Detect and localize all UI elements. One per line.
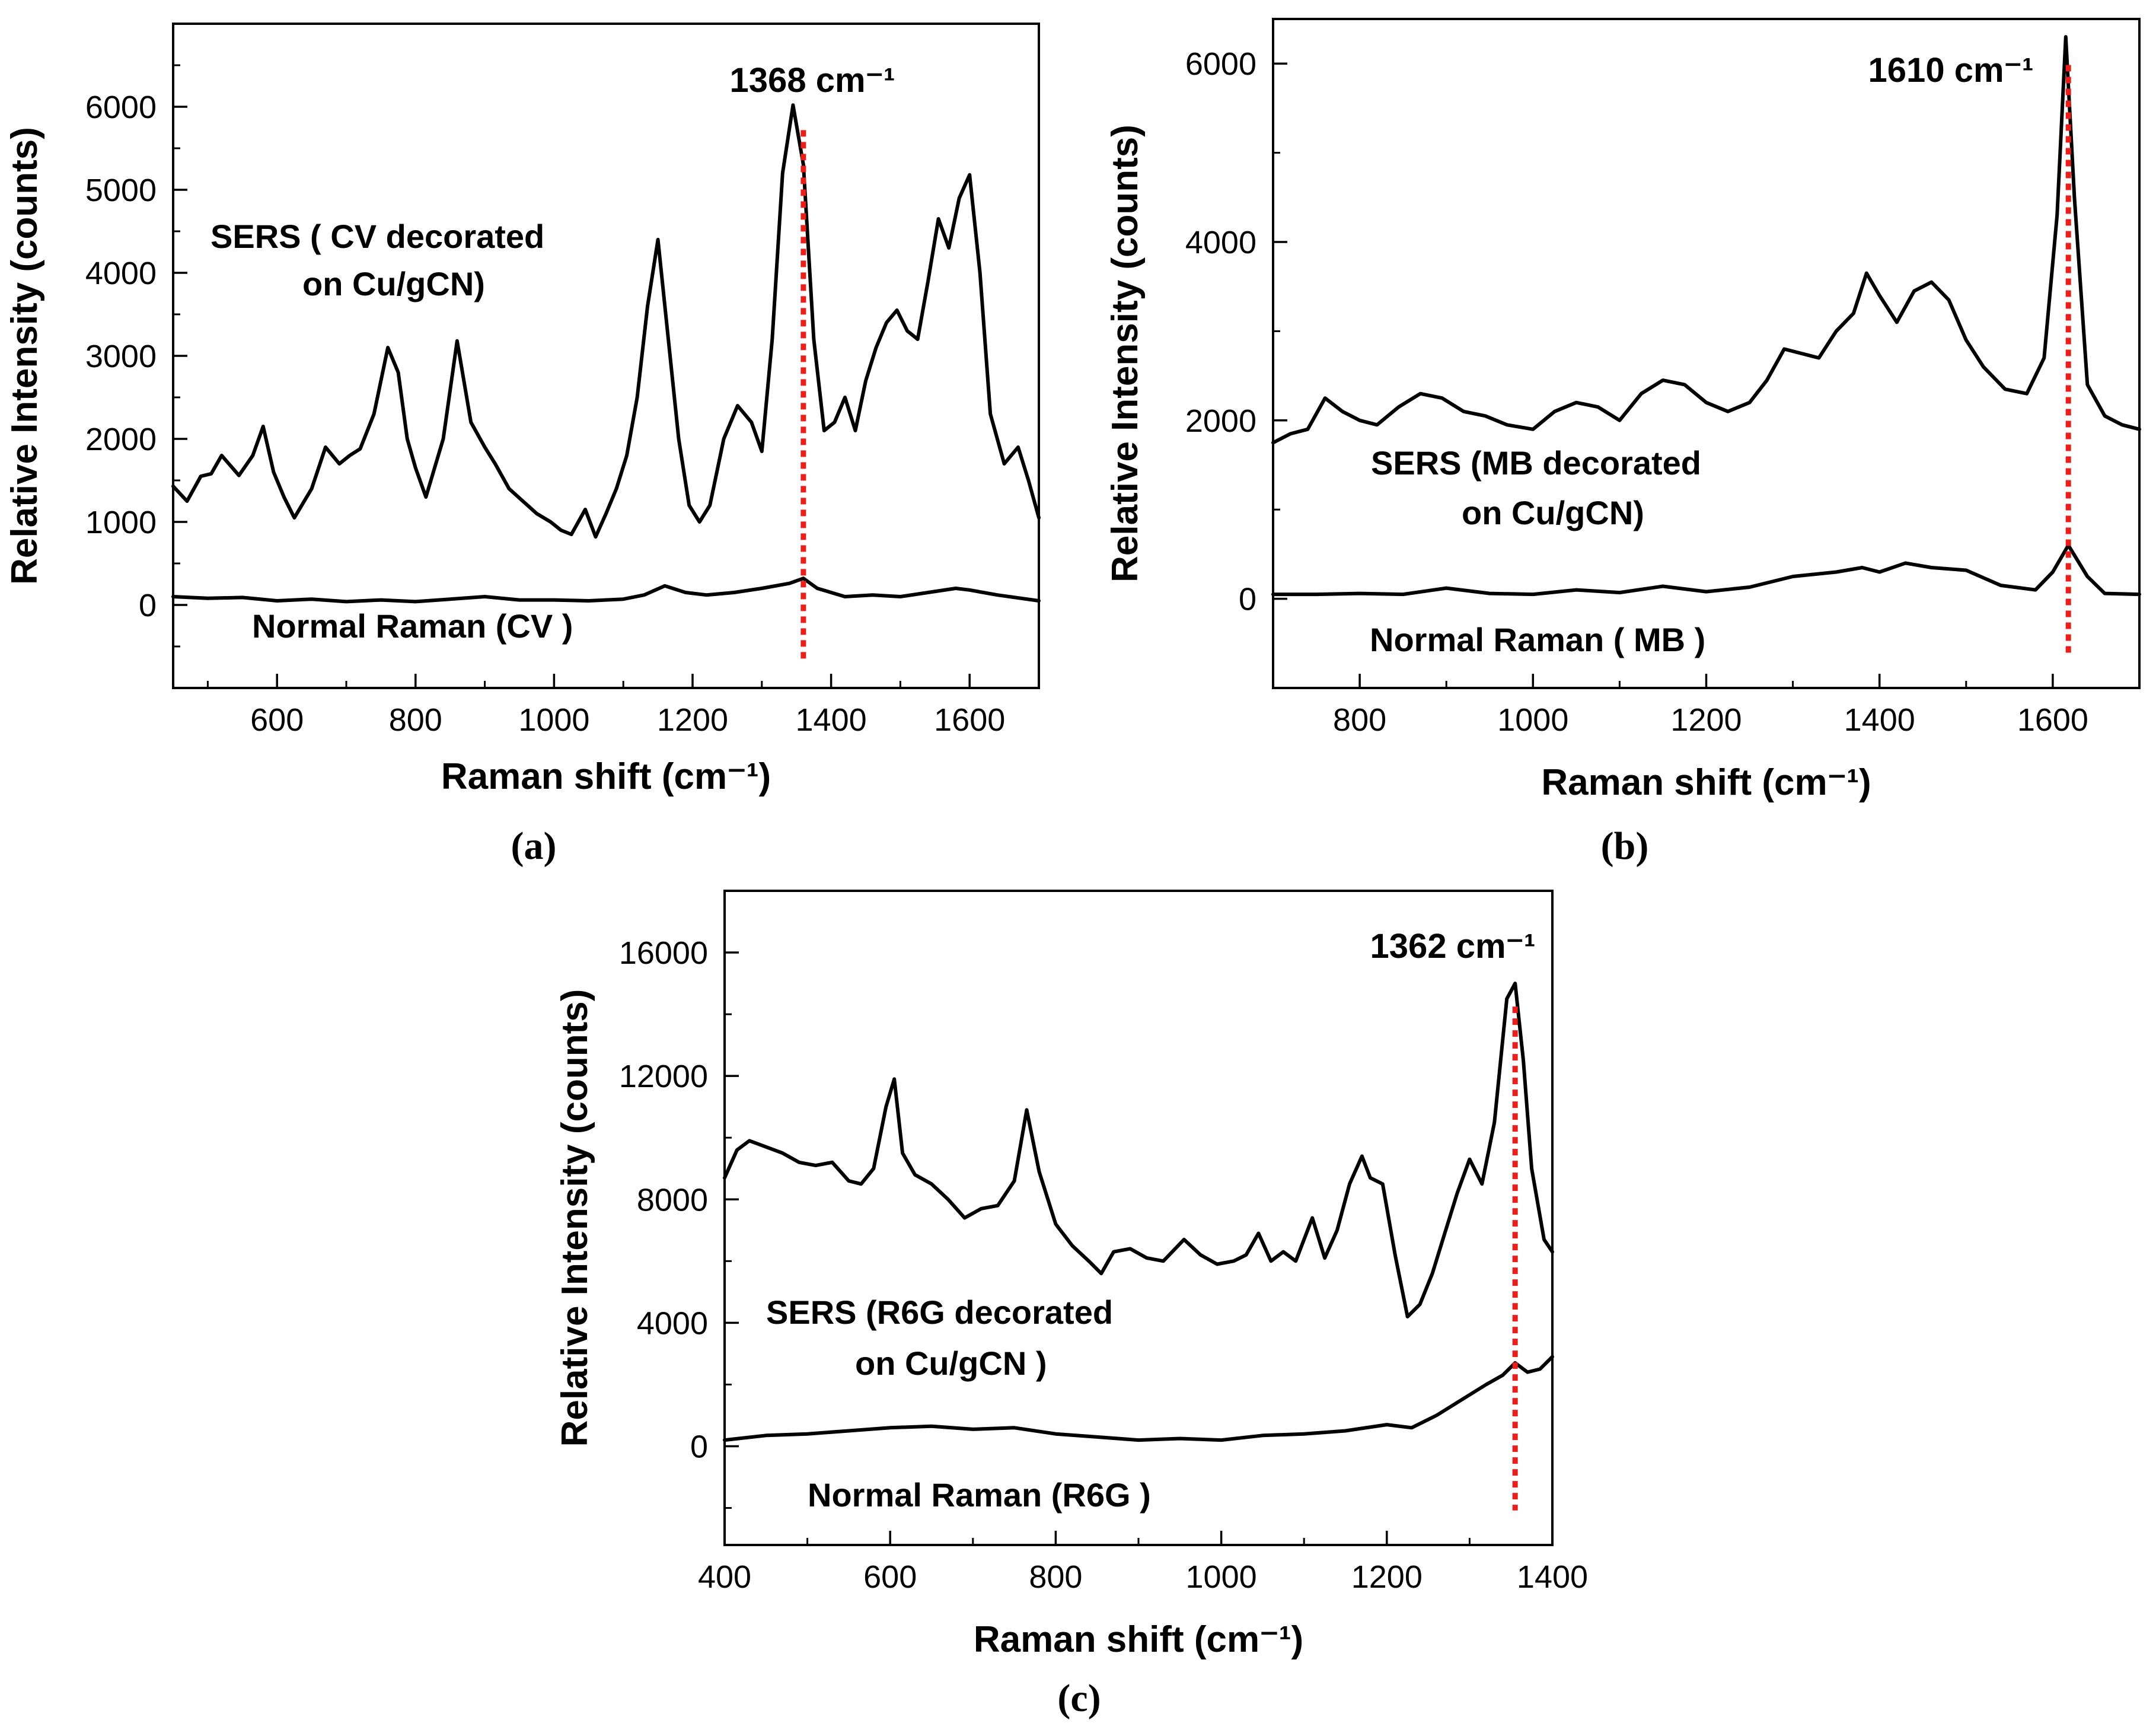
y-tick-label: 4000: [1185, 225, 1256, 260]
series-line-normal-raman: [171, 576, 1041, 604]
x-tick-label: 800: [1333, 702, 1386, 738]
x-tick-label: 800: [1029, 1559, 1082, 1595]
chart-panel-3: 400 600 800 1000 1200 1400 0 4000 8000 12000 16000…: [554, 890, 1588, 1720]
x-tick-label: 1600: [934, 702, 1005, 738]
chart-panel-2: 800 1000 1200 1400 1600 0 2000 4000 6000 SERS (MB…: [1105, 18, 2141, 868]
y-tick-label: 0: [1239, 582, 1256, 617]
y-tick-label: 16000: [619, 935, 708, 971]
series-label: SERS (MB decorated: [1371, 444, 1701, 482]
y-axis-title: Relative Intensity (counts): [4, 127, 45, 585]
x-axis-title: Raman shift (cm⁻¹): [1541, 762, 1871, 803]
y-tick-label: 12000: [619, 1059, 708, 1094]
x-axis-title: Raman shift (cm⁻¹): [441, 756, 771, 797]
series-line-normal-raman: [1271, 543, 2141, 597]
peak-label: 1362 cm⁻¹: [1370, 927, 1536, 966]
series-line-sers: [171, 103, 1041, 539]
y-tick-label: 2000: [85, 422, 157, 457]
series-label: SERS (R6G decorated: [766, 1294, 1113, 1331]
series-line-sers: [1271, 35, 2141, 445]
x-tick-label: 800: [389, 702, 442, 738]
y-tick-label: 4000: [85, 256, 157, 291]
y-tick-label: 6000: [1185, 46, 1256, 82]
x-tick-label: 1400: [1844, 702, 1915, 738]
y-tick-label: 8000: [637, 1182, 708, 1218]
series-label: on Cu/gCN ): [855, 1345, 1047, 1382]
y-axis-title: Relative Intensity (counts): [1105, 125, 1146, 582]
y-tick-label: 3000: [85, 339, 157, 374]
y-tick-label: 6000: [85, 90, 157, 125]
x-tick-label: 1400: [1517, 1559, 1588, 1595]
series-label: on Cu/gCN): [1462, 494, 1644, 531]
chart-panel-1: 600 800 1000 1200 1400 1600 0 1000 2000 3000 4000 5…: [4, 23, 1041, 868]
y-tick-label: 0: [690, 1429, 708, 1465]
series-label: Normal Raman (CV ): [252, 607, 573, 645]
peak-label: 1368 cm⁻¹: [730, 61, 895, 100]
series-label: SERS ( CV decorated: [211, 218, 544, 255]
series-label: on Cu/gCN): [302, 265, 485, 302]
x-tick-label: 1000: [1497, 702, 1568, 738]
plot-frame: [1272, 18, 2141, 689]
x-tick-label: 600: [863, 1559, 917, 1595]
y-tick-label: 4000: [637, 1305, 708, 1341]
peak-label: 1610 cm⁻¹: [1868, 51, 2034, 90]
y-tick-label: 5000: [85, 173, 157, 208]
y-tick-label: 1000: [85, 505, 157, 540]
series-label: Normal Raman ( MB ): [1370, 621, 1705, 658]
x-tick-label: 1200: [657, 702, 728, 738]
x-tick-label: 1400: [796, 702, 867, 738]
panel-label: (c): [1057, 1677, 1101, 1720]
x-tick-label: 1000: [1186, 1559, 1257, 1595]
x-tick-label: 1600: [2017, 702, 2088, 738]
panel-label: (b): [1601, 824, 1649, 868]
series-line-sers: [723, 982, 1554, 1318]
x-tick-label: 600: [250, 702, 304, 738]
x-tick-label: 1200: [1670, 702, 1742, 738]
panel-label: (a): [511, 824, 557, 868]
series-line-normal-raman: [723, 1355, 1554, 1442]
y-tick-label: 0: [139, 588, 157, 623]
plot-frame: [723, 890, 1554, 1546]
x-tick-label: 1200: [1351, 1559, 1423, 1595]
y-tick-label: 2000: [1185, 403, 1256, 439]
plot-frame: [172, 23, 1040, 689]
x-tick-label: 1000: [518, 702, 589, 738]
y-axis-title: Relative Intensity (counts): [554, 989, 595, 1447]
x-axis-title: Raman shift (cm⁻¹): [974, 1619, 1303, 1660]
series-label: Normal Raman (R6G ): [808, 1476, 1151, 1514]
x-tick-label: 400: [698, 1559, 751, 1595]
